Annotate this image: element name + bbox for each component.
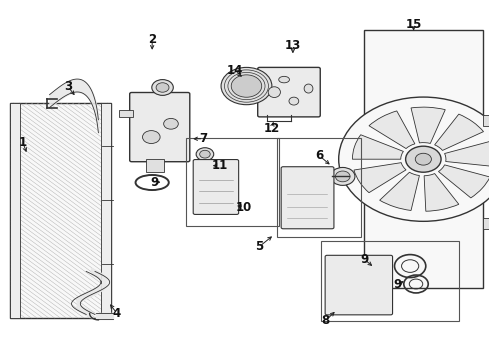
Bar [10,103,21,318]
Text: 15: 15 [405,18,422,31]
Circle shape [196,148,214,161]
Wedge shape [439,165,490,198]
Bar [100,103,111,318]
Text: 9: 9 [361,253,369,266]
Wedge shape [411,107,445,143]
Text: 13: 13 [285,39,301,52]
Ellipse shape [304,84,313,93]
Circle shape [143,131,160,144]
Bar [10,103,111,318]
Bar [120,110,133,117]
Circle shape [331,167,355,185]
FancyBboxPatch shape [258,67,320,117]
Circle shape [231,75,262,97]
Text: 1: 1 [19,136,27,149]
Ellipse shape [289,97,299,105]
Bar [321,241,459,320]
Bar [186,138,279,226]
FancyBboxPatch shape [325,255,392,315]
Bar [277,138,361,237]
FancyBboxPatch shape [281,167,334,229]
Text: 7: 7 [199,132,208,145]
Wedge shape [352,135,403,159]
Text: 14: 14 [227,64,244,77]
Wedge shape [380,172,419,211]
Wedge shape [354,163,406,193]
Circle shape [416,153,431,165]
Text: 9: 9 [393,278,402,291]
Circle shape [406,146,441,172]
Ellipse shape [268,87,280,98]
Wedge shape [369,111,415,149]
Text: 11: 11 [212,159,228,172]
FancyBboxPatch shape [193,159,239,215]
Text: 6: 6 [315,149,323,162]
Text: 12: 12 [264,122,280,135]
Text: 5: 5 [255,240,264,253]
Circle shape [221,67,272,105]
Circle shape [335,171,350,182]
Ellipse shape [279,76,290,83]
Text: 2: 2 [148,33,156,46]
Text: 10: 10 [236,201,252,214]
Circle shape [164,118,178,129]
Text: 4: 4 [113,307,121,320]
Text: 3: 3 [64,80,72,93]
Bar [364,30,483,288]
Wedge shape [444,141,490,166]
Bar [146,159,164,172]
Wedge shape [424,174,459,211]
Circle shape [199,150,210,158]
Circle shape [339,97,490,221]
Text: 8: 8 [321,314,330,327]
Bar [483,115,490,126]
Text: 9: 9 [150,176,159,189]
Circle shape [156,83,169,92]
Bar [483,219,490,229]
Circle shape [152,80,173,95]
FancyBboxPatch shape [130,93,190,162]
Wedge shape [435,114,484,150]
